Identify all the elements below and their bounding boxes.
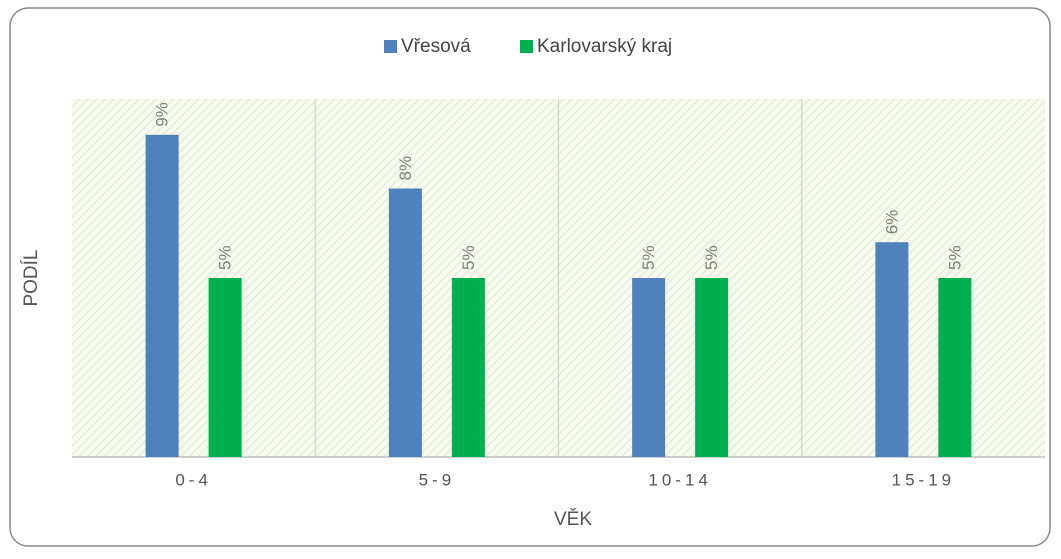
x-tick-label: 0-4 [175,470,212,489]
bar [208,278,242,457]
bar [875,242,909,457]
bar [451,278,485,457]
legend-swatch [384,40,397,53]
data-label: 8% [396,156,415,181]
bar [145,134,179,458]
legend-label: Vřesová [401,36,471,57]
data-label: 6% [882,210,901,235]
y-axis-title: PODÍL [21,249,42,306]
data-label: 5% [216,245,235,270]
data-label: 9% [153,102,172,127]
data-label: 5% [459,245,478,270]
x-tick-label: 15-19 [892,470,955,489]
legend-swatch [520,40,533,53]
data-label: 5% [945,245,964,270]
data-label: 5% [702,245,721,270]
x-axis-title: VĚK [554,508,592,530]
bar [632,278,666,457]
bar [388,188,422,457]
legend-label: Karlovarský kraj [537,36,672,57]
x-tick-label: 10-14 [648,470,711,489]
data-label: 5% [639,245,658,270]
x-tick-label: 5-9 [419,470,456,489]
bar [695,278,729,457]
bar [938,278,972,457]
